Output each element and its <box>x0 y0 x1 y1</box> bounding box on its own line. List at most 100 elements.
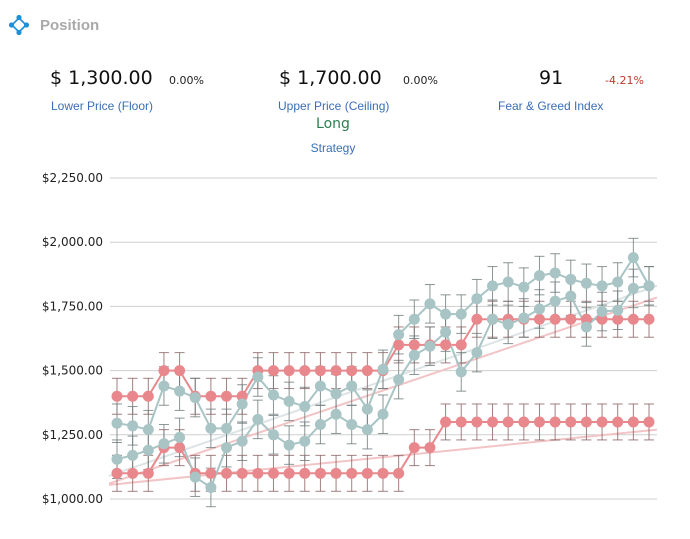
series-4-point <box>142 444 154 456</box>
trendline <box>108 296 658 485</box>
series-2-point <box>221 467 233 479</box>
ceiling-change-value: 0.00% <box>403 74 438 87</box>
diamond-nodes-icon <box>8 14 30 36</box>
series-2-point <box>142 467 154 479</box>
series-2-point <box>236 467 248 479</box>
series-4-point <box>487 313 499 325</box>
series-1-point <box>361 365 373 377</box>
series-1-point <box>158 365 170 377</box>
series-4-point <box>424 340 436 352</box>
series-4-point <box>189 471 201 483</box>
series-3-point <box>580 277 592 289</box>
series-2-point <box>283 467 295 479</box>
fear-greed-label-wrap: Fear & Greed Index <box>498 97 603 115</box>
ceiling-metric: $ 1,700.00 <box>279 67 382 89</box>
series-3-point <box>299 401 311 413</box>
series-3-point <box>361 403 373 415</box>
series-1-point <box>236 390 248 402</box>
series-4-point <box>471 347 483 359</box>
series-1-point <box>267 365 279 377</box>
y-tick-label: $1,750.00 <box>42 299 103 313</box>
series-4-point <box>549 295 561 307</box>
series-2-point <box>408 442 420 454</box>
series-3-point <box>533 270 545 282</box>
series-3-point <box>346 380 358 392</box>
floor-label-wrap: Lower Price (Floor) <box>51 97 153 115</box>
series-4-point <box>502 318 514 330</box>
series-4-point <box>361 424 373 436</box>
series-2-point <box>549 416 561 428</box>
series-3-point <box>236 398 248 410</box>
series-3-point <box>424 298 436 310</box>
y-tick-label: $1,250.00 <box>42 428 103 442</box>
series-3-point <box>455 308 467 320</box>
series-4-point <box>236 435 248 447</box>
fear-greed-value: 91 <box>539 67 564 89</box>
series-1-point <box>596 313 608 325</box>
floor-price-label: Lower Price (Floor) <box>51 99 154 113</box>
ceiling-price-value: $ 1,700.00 <box>279 67 382 89</box>
ceiling-change: 0.00% <box>403 71 438 89</box>
series-3-point <box>393 329 405 341</box>
series-1-point <box>330 365 342 377</box>
series-3-point <box>440 308 452 320</box>
series-1-point <box>283 365 295 377</box>
series-4-point <box>205 481 217 493</box>
series-4-point <box>377 408 389 420</box>
series-1-point <box>533 313 545 325</box>
series-3-point <box>252 371 264 383</box>
series-4-point <box>252 413 264 425</box>
series-1-point <box>627 313 639 325</box>
series-2-point <box>580 416 592 428</box>
series-4-point <box>221 442 233 454</box>
series-1-point <box>205 390 217 402</box>
series-1-point <box>221 390 233 402</box>
series-3-point <box>142 424 154 436</box>
floor-price-value: $ 1,300.00 <box>50 67 153 89</box>
series-4-point <box>518 312 530 324</box>
series-2-point <box>267 467 279 479</box>
series-2-point <box>127 467 139 479</box>
series-4-point <box>158 438 170 450</box>
series-3-point <box>377 363 389 375</box>
series-3-point <box>612 276 624 288</box>
series-3-point <box>565 273 577 285</box>
series-2-point <box>299 467 311 479</box>
series-1-point <box>127 390 139 402</box>
y-tick-label: $1,500.00 <box>42 364 103 378</box>
series-3-point <box>205 422 217 434</box>
fear-greed-metric: 91 <box>539 67 563 89</box>
series-1-point <box>549 313 561 325</box>
series-2-point <box>612 416 624 428</box>
series-3-point <box>189 392 201 404</box>
series-4-point <box>111 453 123 465</box>
series-4-point <box>346 419 358 431</box>
series-4-point <box>299 435 311 447</box>
series-4-point <box>174 431 186 443</box>
panel-title: Position <box>40 16 100 34</box>
series-2-point <box>627 416 639 428</box>
series-4-point <box>580 321 592 333</box>
strategy-label: Strategy <box>310 141 356 155</box>
series-4-point <box>330 408 342 420</box>
fear-greed-change: -4.21% <box>605 71 644 89</box>
series-2-point <box>424 442 436 454</box>
series-3-point <box>174 385 186 397</box>
series-1-point <box>314 365 326 377</box>
series-4-point <box>643 280 655 292</box>
series-2-point <box>346 467 358 479</box>
y-tick-label: $1,000.00 <box>42 492 103 506</box>
series-2-point <box>487 416 499 428</box>
floor-metric: $ 1,300.00 <box>50 67 153 89</box>
series-3-point <box>283 395 295 407</box>
series-3-point <box>127 420 139 432</box>
series-1-point <box>565 313 577 325</box>
series-2-point <box>596 416 608 428</box>
series-4-point <box>596 306 608 318</box>
series-3-point <box>627 252 639 264</box>
series-4-point <box>455 366 467 378</box>
series-2-point <box>502 416 514 428</box>
fear-greed-change-value: -4.21% <box>605 74 644 87</box>
y-tick-label: $2,000.00 <box>42 235 103 249</box>
series-1-point <box>612 313 624 325</box>
